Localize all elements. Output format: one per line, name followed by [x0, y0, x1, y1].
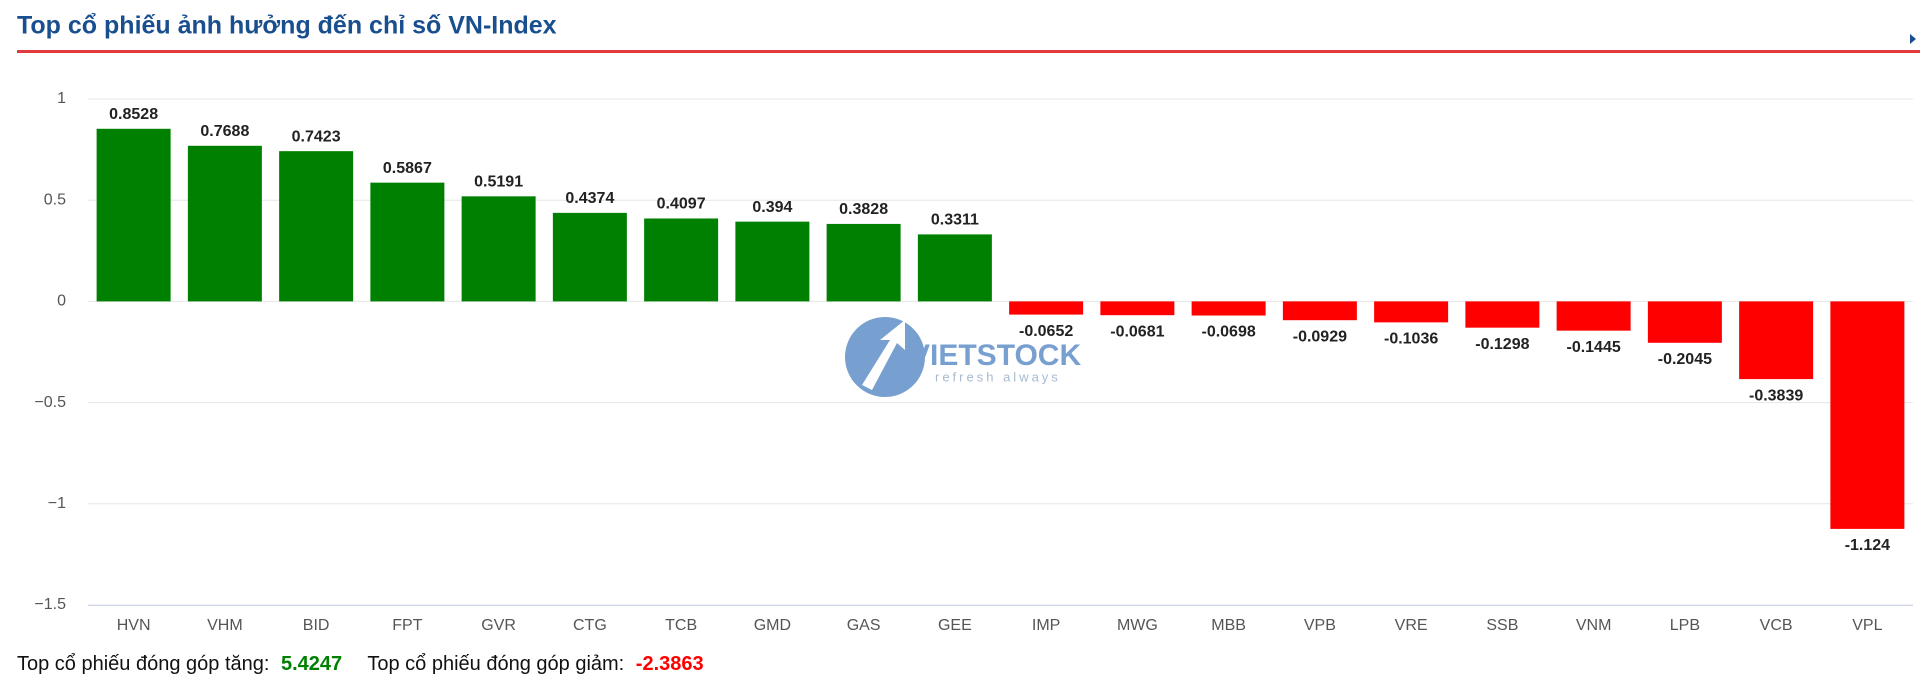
bar — [279, 151, 354, 302]
value-label: 0.4097 — [657, 196, 706, 213]
value-label: -0.0698 — [1201, 324, 1255, 341]
value-label: -0.1445 — [1566, 339, 1620, 356]
footer-up-label: Top cổ phiếu đóng góp tăng: — [17, 653, 269, 675]
x-tick-label: VPL — [1852, 617, 1882, 634]
value-label: 0.5867 — [383, 160, 432, 177]
footer: Top cổ phiếu đóng góp tăng: 5.4247 Top c… — [17, 653, 704, 675]
watermark: VIETSTOCK refresh always — [845, 317, 1081, 397]
y-tick-label: 0 — [57, 293, 66, 310]
x-tick-label: GEE — [938, 617, 972, 634]
x-tick-label: LPB — [1670, 617, 1700, 634]
value-label: -0.3839 — [1749, 387, 1803, 404]
bar — [1739, 301, 1814, 380]
expand-arrow[interactable] — [1910, 34, 1916, 44]
value-label: 0.3828 — [839, 201, 888, 218]
chart-title: Top cổ phiếu ảnh hưởng đến chỉ số VN-Ind… — [17, 12, 557, 40]
bar — [370, 182, 445, 302]
footer-down-label: Top cổ phiếu đóng góp giảm: — [367, 653, 624, 675]
bar — [917, 234, 992, 302]
x-tick-label: GAS — [847, 617, 881, 634]
value-label: -0.1298 — [1475, 336, 1529, 353]
value-label: -0.0929 — [1293, 328, 1347, 345]
y-tick-label: 0.5 — [44, 191, 66, 208]
x-tick-label: GVR — [481, 617, 516, 634]
value-label: 0.3311 — [931, 212, 979, 229]
title-rule — [17, 50, 1920, 53]
bar — [187, 145, 262, 302]
bar — [1830, 301, 1905, 529]
value-label: -0.2045 — [1658, 351, 1712, 368]
y-tick-label: −0.5 — [34, 394, 66, 411]
x-tick-label: VNM — [1576, 617, 1612, 634]
bar — [1282, 301, 1357, 321]
x-tick-label: SSB — [1486, 617, 1518, 634]
bar — [644, 218, 719, 302]
footer-down-value: -2.3863 — [636, 653, 704, 675]
y-tick-label: 1 — [57, 90, 66, 107]
footer-up-value: 5.4247 — [281, 653, 342, 675]
value-label: 0.7423 — [292, 128, 341, 145]
x-tick-label: MBB — [1211, 617, 1246, 634]
y-tick-label: −1.5 — [34, 596, 66, 613]
bar — [1374, 301, 1449, 323]
value-label: 0.4374 — [565, 190, 614, 207]
bar — [96, 128, 171, 302]
value-label: 0.7688 — [200, 123, 249, 140]
bar — [1191, 301, 1266, 316]
bar — [826, 223, 901, 302]
x-tick-label: VPB — [1304, 617, 1336, 634]
y-tick-label: −1 — [48, 495, 66, 512]
value-label: 0.5191 — [474, 174, 523, 191]
bar — [1647, 301, 1722, 343]
bar — [461, 196, 536, 302]
watermark-name: VIETSTOCK — [910, 339, 1081, 372]
value-label: 0.8528 — [109, 106, 158, 123]
bar — [1556, 301, 1631, 331]
bar — [552, 212, 627, 302]
x-tick-label: HVN — [117, 617, 151, 634]
x-tick-label: VHM — [207, 617, 243, 634]
value-label: -0.0652 — [1019, 323, 1073, 340]
x-tick-label: TCB — [665, 617, 697, 634]
value-label: 0.394 — [752, 199, 792, 216]
x-tick-label: VRE — [1395, 617, 1428, 634]
value-label: -0.1036 — [1384, 331, 1438, 348]
value-label: -0.0681 — [1110, 323, 1164, 340]
x-tick-label: IMP — [1032, 617, 1060, 634]
watermark-arrow — [862, 320, 905, 390]
x-tick-label: VCB — [1760, 617, 1793, 634]
x-tick-label: MWG — [1117, 617, 1158, 634]
x-tick-label: BID — [303, 617, 330, 634]
bar — [735, 221, 810, 302]
x-tick-label: GMD — [754, 617, 791, 634]
bar — [1100, 301, 1175, 316]
bar — [1009, 301, 1084, 315]
bar — [1465, 301, 1540, 328]
x-tick-label: FPT — [392, 617, 422, 634]
watermark-tagline: refresh always — [935, 369, 1061, 384]
value-label: -1.124 — [1845, 537, 1890, 554]
x-tick-label: CTG — [573, 617, 607, 634]
